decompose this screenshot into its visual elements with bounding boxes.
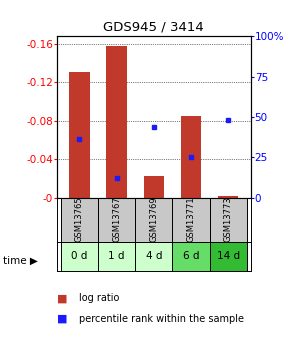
Text: 6 d: 6 d <box>183 251 199 261</box>
Text: ■: ■ <box>57 314 68 324</box>
Text: GSM13767: GSM13767 <box>112 197 121 243</box>
Bar <box>61 197 98 241</box>
Bar <box>172 197 209 241</box>
Text: GSM13773: GSM13773 <box>224 197 233 243</box>
Bar <box>209 197 247 241</box>
Bar <box>98 197 135 241</box>
Text: 0 d: 0 d <box>71 251 88 261</box>
Text: percentile rank within the sample: percentile rank within the sample <box>79 314 244 324</box>
Title: GDS945 / 3414: GDS945 / 3414 <box>103 21 204 34</box>
Bar <box>106 46 127 197</box>
Bar <box>98 241 135 271</box>
Bar <box>69 72 90 197</box>
Text: log ratio: log ratio <box>79 294 120 303</box>
Bar <box>209 241 247 271</box>
Bar <box>135 197 172 241</box>
Text: ■: ■ <box>57 294 68 303</box>
Text: 4 d: 4 d <box>146 251 162 261</box>
Bar <box>144 176 164 197</box>
Text: GSM13771: GSM13771 <box>187 197 195 242</box>
Bar <box>135 241 172 271</box>
Bar <box>218 196 239 197</box>
Bar <box>172 241 209 271</box>
Text: GSM13765: GSM13765 <box>75 197 84 242</box>
Text: GSM13769: GSM13769 <box>149 197 158 242</box>
Bar <box>181 116 201 197</box>
Bar <box>61 241 98 271</box>
Text: time ▶: time ▶ <box>3 256 38 265</box>
Text: 14 d: 14 d <box>217 251 240 261</box>
Text: 1 d: 1 d <box>108 251 125 261</box>
